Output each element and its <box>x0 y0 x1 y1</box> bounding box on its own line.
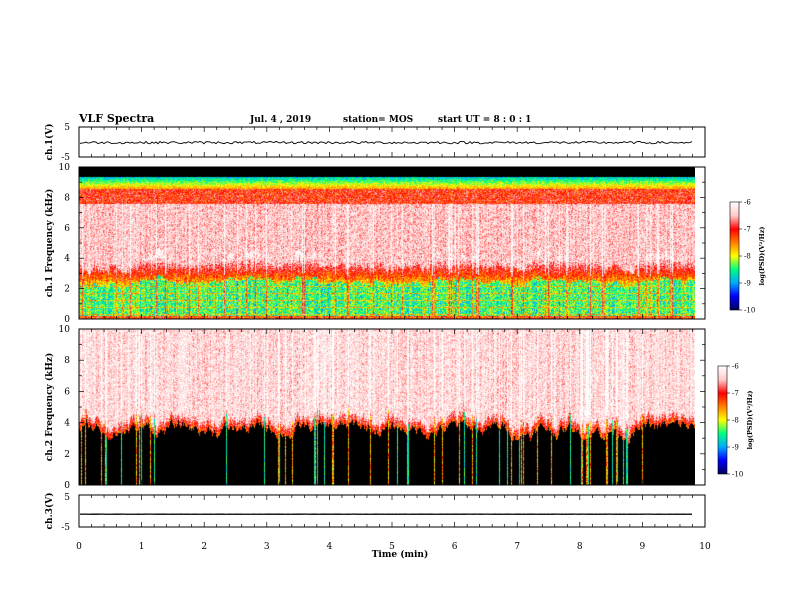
time-ticklabel: 3 <box>264 542 270 552</box>
time-ticklabel: 4 <box>327 542 333 552</box>
ch1-spectrogram-panel: 0 2 4 6 8 10 ch.1 Frequency (kHz) <box>44 163 705 325</box>
ch1-colorbar-ticks: -6 -7 -8 -9 -10 <box>739 199 755 315</box>
frequency-ticklabel: 2 <box>64 285 70 295</box>
colorbar-ticklabel: -9 <box>744 280 751 288</box>
colorbar-ticklabel: -7 <box>744 226 751 234</box>
ch2-spectrogram-image <box>79 329 695 485</box>
time-ticklabel: 2 <box>201 542 207 552</box>
start-time-label: start UT = 8 : 0 : 1 <box>438 115 531 125</box>
ch1-colorbar-label: log(PSD)(V²/Hz) <box>758 227 766 286</box>
frequency-ticklabel: 8 <box>64 193 70 203</box>
time-ticklabel: 0 <box>76 542 82 552</box>
frequency-ticklabel: 10 <box>59 163 71 173</box>
ch3-voltage-ytick-top: 5 <box>64 493 70 503</box>
colorbar-ticklabel: -6 <box>732 363 739 371</box>
time-axis-label: Time (min) <box>372 549 429 560</box>
ch2-colorbar: -6 -7 -8 -9 -10 log(PSD)(V²/Hz) <box>718 363 754 479</box>
figure-title: VLF Spectra <box>78 112 154 125</box>
frequency-ticklabel: 4 <box>64 254 70 264</box>
time-ticklabel: 6 <box>452 542 458 552</box>
time-ticklabel: 9 <box>640 542 646 552</box>
colorbar-ticklabel: -8 <box>744 253 751 261</box>
colorbar-ticklabel: -8 <box>732 417 739 425</box>
ch3-voltage-ylabel: ch.3(V) <box>44 493 55 530</box>
colorbar-ticklabel: -6 <box>744 199 751 207</box>
ch2-colorbar-ticks: -6 -7 -8 -9 -10 <box>727 363 743 479</box>
ch1-voltage-ytick-top: 5 <box>64 123 70 133</box>
ch3-voltage-ytick-bottom: -5 <box>61 523 70 533</box>
ch2-frequency-ticklabels: 0 2 4 6 8 10 <box>59 325 71 491</box>
ch2-frequency-ylabel: ch.2 Frequency (kHz) <box>44 353 55 462</box>
frequency-ticklabel: 8 <box>64 356 70 366</box>
date-label: Jul. 4 , 2019 <box>249 115 311 125</box>
ch2-colorbar-label: log(PSD)(V²/Hz) <box>746 391 754 450</box>
ch2-colorbar-image <box>718 366 727 474</box>
ch1-spectrogram-image <box>79 167 695 319</box>
ch1-frequency-ticklabels: 0 2 4 6 8 10 <box>59 163 71 325</box>
frequency-ticklabel: 10 <box>59 325 71 335</box>
frequency-ticklabel: 6 <box>64 387 70 397</box>
ch3-voltage-ticks <box>79 495 705 527</box>
ch1-frequency-ylabel-top: ch.1 Frequency (kHz) <box>44 189 55 298</box>
ch1-voltage-trace <box>80 141 692 143</box>
ch1-voltage-ylabel: ch.1(V) <box>44 124 55 161</box>
ch1-voltage-panel: 5 -5 ch.1(V) <box>44 123 705 163</box>
ch2-spectrogram-panel: 0 2 4 6 8 10 ch.2 Frequency (kHz) <box>44 325 705 491</box>
time-ticklabel: 1 <box>139 542 145 552</box>
ch3-voltage-panel: 5 -5 ch.3(V) <box>44 493 705 533</box>
frequency-ticklabel: 0 <box>64 315 70 325</box>
colorbar-ticklabel: -7 <box>732 390 739 398</box>
time-ticklabel: 7 <box>514 542 520 552</box>
ch1-colorbar: -6 -7 -8 -9 -10 log(PSD)(V²/Hz) <box>730 199 766 315</box>
ch1-voltage-ytick-bottom: -5 <box>61 153 70 163</box>
colorbar-ticklabel: -10 <box>732 471 743 479</box>
ch1-colorbar-image <box>730 202 739 310</box>
frequency-ticklabel: 2 <box>64 450 70 460</box>
time-ticklabel: 8 <box>577 542 583 552</box>
frequency-ticklabel: 0 <box>64 481 70 491</box>
colorbar-ticklabel: -10 <box>744 307 755 315</box>
colorbar-ticklabel: -9 <box>732 444 739 452</box>
frequency-ticklabel: 6 <box>64 224 70 234</box>
time-ticklabel: 10 <box>699 542 711 552</box>
frequency-ticklabel: 4 <box>64 419 70 429</box>
station-label: station= MOS <box>343 115 413 125</box>
